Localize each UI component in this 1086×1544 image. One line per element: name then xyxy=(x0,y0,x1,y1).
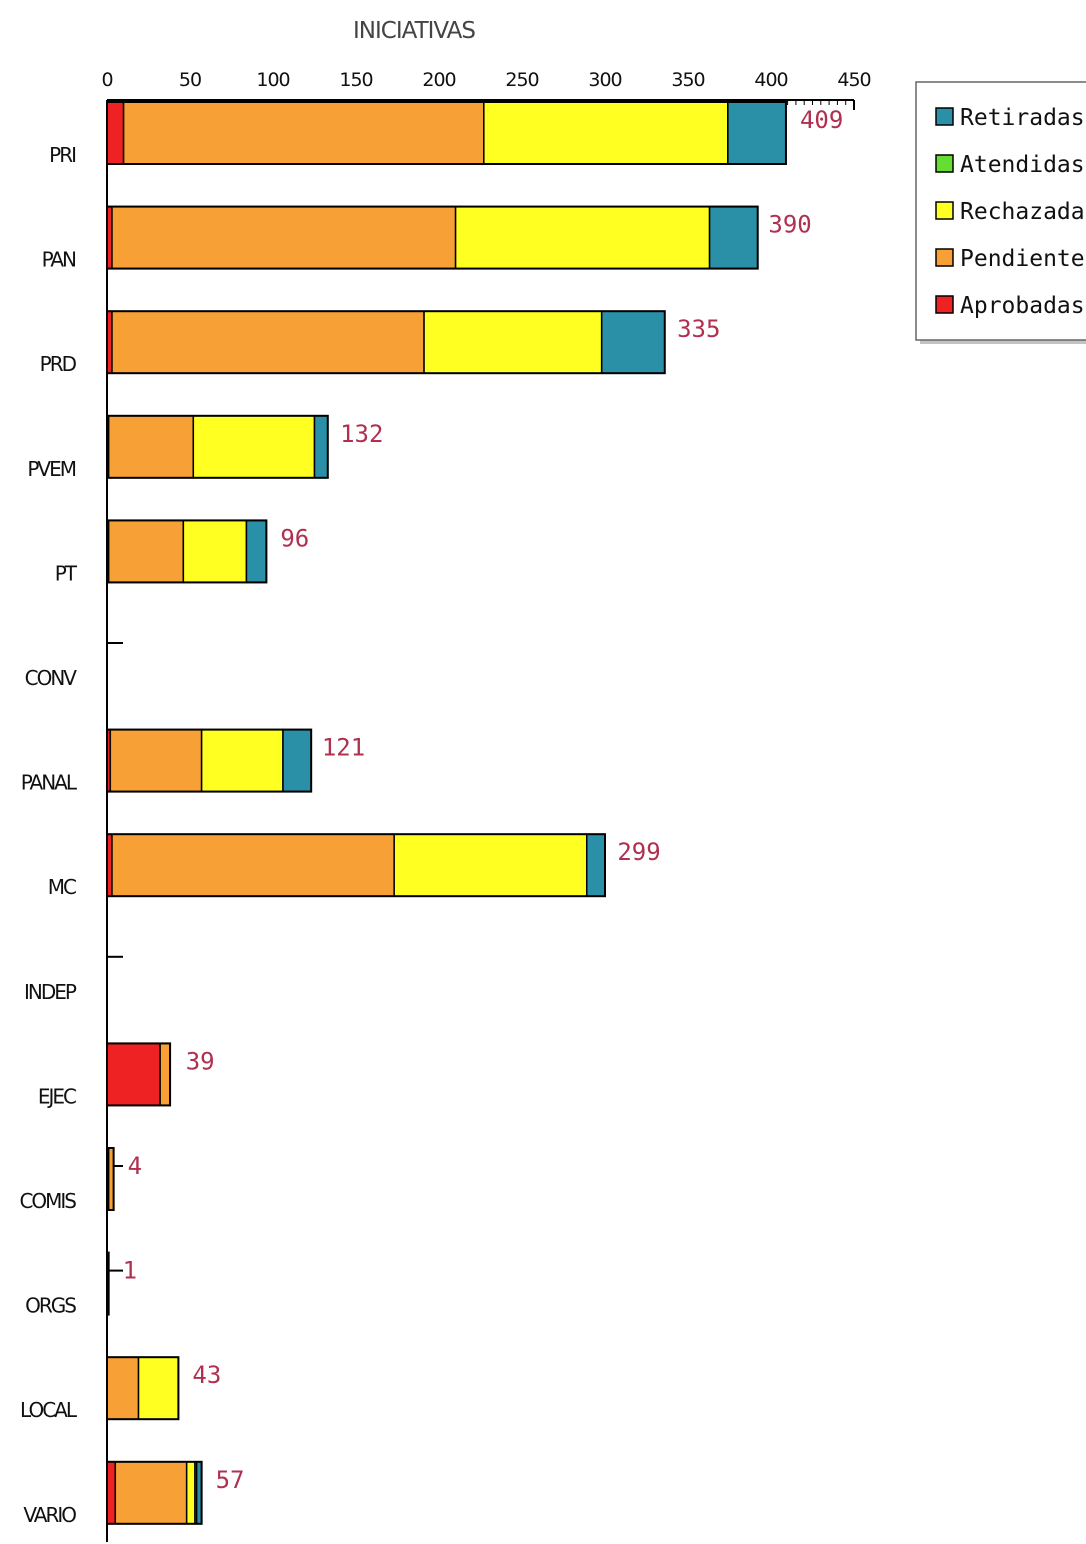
bar-segment xyxy=(185,1461,196,1525)
bar-segment xyxy=(313,415,329,479)
value-label: 96 xyxy=(280,524,309,552)
legend-swatch xyxy=(935,295,954,314)
bar-segment xyxy=(111,205,457,270)
bar-segment xyxy=(483,101,729,165)
value-label: 4 xyxy=(128,1152,142,1180)
x-tick-label: 350 xyxy=(671,69,704,91)
value-label: 121 xyxy=(322,734,365,762)
category-label: EJEC xyxy=(38,1084,76,1108)
bar-segment xyxy=(122,101,485,165)
bar-segment xyxy=(106,1042,161,1107)
value-label: 1 xyxy=(123,1257,137,1285)
bar-segment xyxy=(159,1042,171,1107)
bar-outline xyxy=(106,728,313,793)
value-label: 299 xyxy=(617,838,660,866)
bar-segment xyxy=(454,205,711,270)
category-label: MC xyxy=(48,875,76,899)
bar-segment xyxy=(106,101,125,165)
bar-segment xyxy=(107,415,195,479)
bars xyxy=(106,101,787,1525)
bar-segment xyxy=(600,310,666,374)
bar-segment xyxy=(182,519,248,584)
bar-segment xyxy=(192,415,316,479)
legend-label: Retiradas xyxy=(960,105,1085,131)
category-label: PRI xyxy=(49,143,75,167)
category-label: PRD xyxy=(40,352,77,376)
bar-segment xyxy=(137,1356,180,1420)
bar-outline xyxy=(106,414,329,479)
legend-swatch xyxy=(935,201,954,220)
bar-outline xyxy=(106,1356,180,1421)
category-label: VARIO xyxy=(23,1503,76,1527)
legend: Retiradas Atendidas Rechazadas Pendientes Ap… xyxy=(915,81,1086,344)
chart-title: INICIATIVAS xyxy=(353,18,475,44)
bar-outline xyxy=(106,1042,172,1107)
bar-segment xyxy=(107,519,185,584)
bar-outline xyxy=(106,101,787,165)
bar-outline xyxy=(106,205,759,270)
value-label: 39 xyxy=(186,1047,215,1075)
bar-segment xyxy=(111,833,395,897)
category-label: CONV xyxy=(25,666,78,690)
bar-outline xyxy=(106,1460,203,1525)
value-label: 335 xyxy=(677,315,720,343)
x-tick-label: 150 xyxy=(339,69,372,91)
x-tick-label: 100 xyxy=(256,69,289,91)
category-label: PT xyxy=(55,561,78,585)
category-label: PAN xyxy=(42,248,75,272)
value-label: 409 xyxy=(800,106,843,134)
x-tick-label: 200 xyxy=(422,69,455,91)
category-labels: PRI PAN PRD PVEM PT CONV PANAL MC INDEP EJEC COMIS… xyxy=(19,143,79,1527)
bar-segment xyxy=(111,310,425,374)
bar-segment xyxy=(393,833,588,897)
category-label: INDEP xyxy=(24,980,77,1004)
bar-segment xyxy=(727,101,787,165)
legend-label: Aprobadas xyxy=(960,293,1085,319)
bar-segment xyxy=(200,728,284,793)
legend-label: Atendidas xyxy=(960,152,1085,178)
legend-swatch xyxy=(935,248,954,267)
category-label: COMIS xyxy=(19,1189,76,1213)
bar-segment xyxy=(106,1356,140,1420)
legend-label: Pendientes xyxy=(960,246,1086,272)
value-label: 43 xyxy=(192,1361,221,1389)
x-tick-label: 0 xyxy=(101,69,112,91)
x-tick-label: 250 xyxy=(505,69,538,91)
value-label: 390 xyxy=(768,211,811,239)
bar-outline xyxy=(106,519,268,584)
category-label: PVEM xyxy=(27,457,75,481)
bar-segment xyxy=(245,519,268,584)
legend-label: Rechazadas xyxy=(960,199,1086,225)
bar-segment xyxy=(109,728,203,793)
bar-outline xyxy=(106,833,606,898)
bar-segment xyxy=(708,205,759,270)
category-label: PANAL xyxy=(21,771,78,795)
legend-swatch xyxy=(935,154,954,173)
x-axis: 0 50 100 150 200 250 300 350 400 450 xyxy=(101,69,872,1542)
bar-outline xyxy=(106,310,666,375)
value-label: 57 xyxy=(216,1466,245,1494)
bar-segment xyxy=(585,833,606,897)
category-label: LOCAL xyxy=(20,1398,78,1422)
bar-segment xyxy=(114,1461,188,1525)
bar-outline xyxy=(106,1147,115,1211)
bar-outline xyxy=(106,1251,110,1316)
x-tick-label: 50 xyxy=(179,69,201,91)
bar-segment xyxy=(282,728,312,793)
value-label: 132 xyxy=(340,420,383,448)
bar-segment xyxy=(423,310,603,374)
x-tick-label: 450 xyxy=(837,69,870,91)
x-tick-label: 300 xyxy=(588,69,621,91)
legend-swatch xyxy=(935,107,954,126)
category-label: ORGS xyxy=(25,1294,76,1318)
bar-segment xyxy=(106,1461,117,1525)
x-tick-label: 400 xyxy=(754,69,787,91)
